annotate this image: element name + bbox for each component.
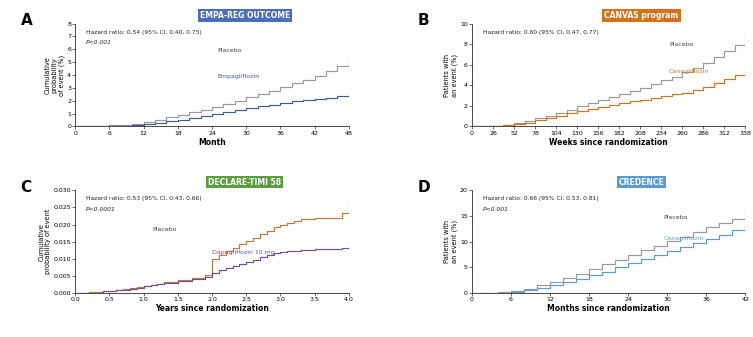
Text: Placebo: Placebo <box>663 215 688 220</box>
Y-axis label: Cumulative
probability
of event (%): Cumulative probability of event (%) <box>44 54 65 96</box>
Y-axis label: Patients with
an event (%): Patients with an event (%) <box>444 54 458 97</box>
Text: P<0.0001: P<0.0001 <box>87 207 116 212</box>
Text: P<0.001: P<0.001 <box>87 40 112 45</box>
Text: Hazard ratio: 0.66 (95% CI, 0.53, 0.81): Hazard ratio: 0.66 (95% CI, 0.53, 0.81) <box>483 196 599 202</box>
Y-axis label: Cumulative
probability of event: Cumulative probability of event <box>38 209 51 275</box>
Text: Canagliflozin: Canagliflozin <box>669 69 709 74</box>
Text: Empagliflozin: Empagliflozin <box>218 74 260 79</box>
Text: DECLARE-TIMI 58: DECLARE-TIMI 58 <box>209 178 282 187</box>
Text: P<0.001: P<0.001 <box>483 207 509 212</box>
X-axis label: Years since randomization: Years since randomization <box>155 304 269 313</box>
Text: Hazard ratio: 0.53 (95% CI, 0.43, 0.66): Hazard ratio: 0.53 (95% CI, 0.43, 0.66) <box>87 196 202 202</box>
X-axis label: Weeks since randomization: Weeks since randomization <box>550 138 668 147</box>
Text: Canagliflozin: Canagliflozin <box>663 236 704 241</box>
Text: D: D <box>417 180 430 195</box>
Text: Placebo: Placebo <box>669 42 694 47</box>
Text: Dapagliflozin 10 mg: Dapagliflozin 10 mg <box>212 250 275 255</box>
Y-axis label: Patients with
an event (%): Patients with an event (%) <box>444 220 458 263</box>
Text: Hazard ratio: 0.54 (95% CI, 0.40, 0.75): Hazard ratio: 0.54 (95% CI, 0.40, 0.75) <box>87 30 202 35</box>
Text: CREDENCE: CREDENCE <box>619 178 664 187</box>
Text: C: C <box>20 180 32 195</box>
Text: CANVAS program: CANVAS program <box>605 11 678 20</box>
Text: B: B <box>417 13 429 28</box>
X-axis label: Months since randomization: Months since randomization <box>547 304 670 313</box>
Text: Placebo: Placebo <box>152 227 176 233</box>
X-axis label: Month: Month <box>198 138 226 147</box>
Text: EMPA-REG OUTCOME: EMPA-REG OUTCOME <box>200 11 290 20</box>
Text: Placebo: Placebo <box>218 49 242 53</box>
Text: Hazard ratio: 0.60 (95% CI, 0.47, 0.77): Hazard ratio: 0.60 (95% CI, 0.47, 0.77) <box>483 30 599 35</box>
Text: A: A <box>20 13 32 28</box>
